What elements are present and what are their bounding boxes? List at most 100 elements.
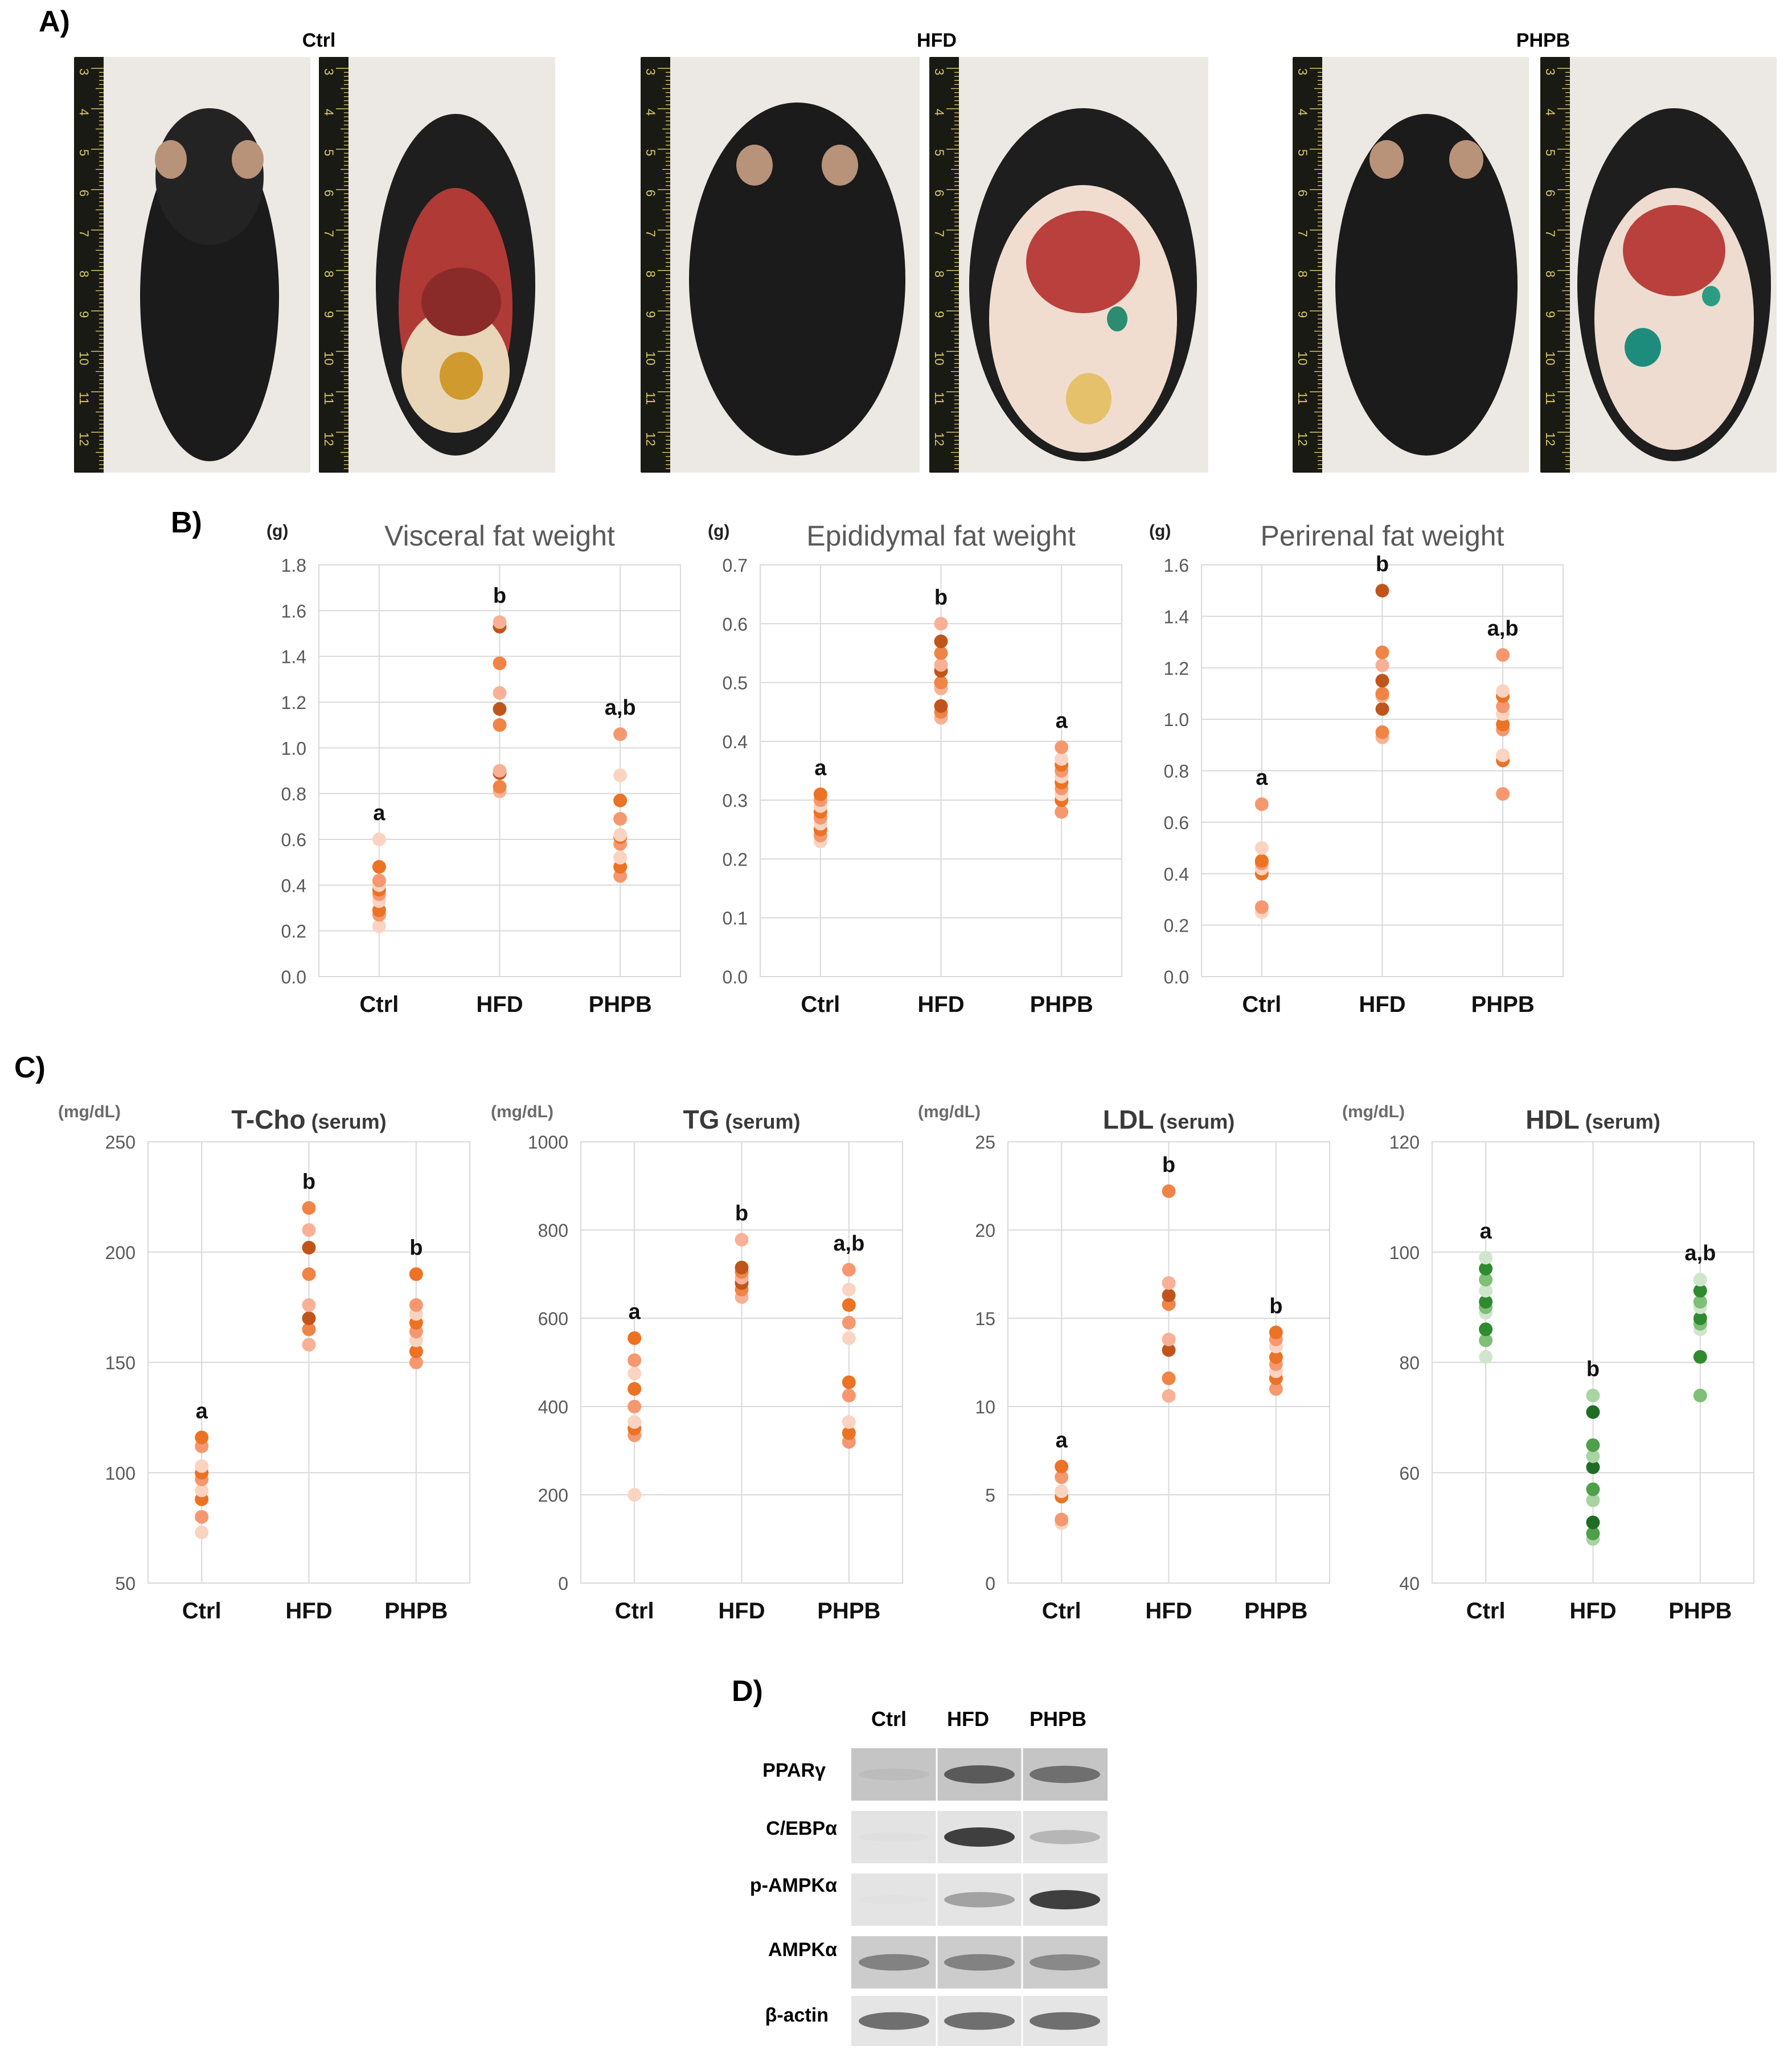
wb-label-p-ampk-alpha: p-AMPKα (749, 1875, 837, 1896)
y-tick-label: 0.4 (281, 875, 306, 896)
ruler-number: 4 (322, 109, 336, 116)
data-point (302, 1338, 316, 1352)
ruler-number: 3 (322, 68, 336, 75)
data-point (628, 1415, 642, 1429)
ruler-number: 10 (77, 351, 91, 365)
data-point (1375, 686, 1389, 700)
y-tick-label: 400 (538, 1397, 568, 1417)
ruler-number: 5 (643, 149, 658, 156)
ruler-number: 5 (1295, 149, 1310, 156)
data-point (842, 1262, 856, 1277)
data-point (302, 1201, 316, 1215)
chart-subtitle: (serum) (1585, 1110, 1660, 1133)
ruler-number: 10 (932, 351, 946, 365)
wb-label-ampk-alpha: AMPKα (768, 1939, 837, 1961)
y-tick-label: 0.3 (723, 790, 748, 811)
data-point (1586, 1515, 1600, 1530)
ruler-number: 11 (643, 392, 658, 405)
data-point (613, 827, 628, 842)
y-tick-label: 5 (985, 1485, 995, 1506)
chart-visceral-fat: Visceral fat weight (g) 0.0 0.2 0.4 0.6 0.8 1.0… (251, 513, 706, 1025)
ruler-number: 8 (77, 270, 91, 277)
x-tick-label: Ctrl (1242, 992, 1281, 1017)
y-tick-label: 0.4 (1164, 864, 1189, 884)
ruler-number: 7 (1543, 230, 1557, 237)
data-point (195, 1430, 209, 1445)
ruler: 3 4 5 6 7 8 9 10 11 12 (641, 57, 670, 473)
data-point (1254, 841, 1269, 855)
data-point (1375, 725, 1389, 739)
data-point (934, 658, 948, 672)
data-point (628, 1400, 642, 1413)
y-tick-label: 0.1 (723, 908, 748, 929)
data-point (1375, 584, 1389, 598)
data-point (493, 780, 507, 794)
data-point (842, 1298, 856, 1312)
y-tick-label: 150 (105, 1353, 136, 1374)
ruler-number: 12 (1543, 432, 1557, 446)
significance-letter: b (493, 584, 506, 608)
ruler-number: 8 (1543, 270, 1557, 277)
blot-band (944, 1954, 1015, 1971)
y-tick-label: 250 (105, 1132, 136, 1153)
wb-label-ppar-gamma: PPARγ (762, 1760, 826, 1781)
y-tick-label: 120 (1389, 1132, 1420, 1153)
chart-title: T-Cho (serum) (231, 1105, 386, 1134)
ruler-number: 9 (322, 311, 336, 318)
y-tick-label: 50 (115, 1573, 136, 1594)
chart-perirenal-fat: Perirenal fat weight (g) 0.0 0.2 0.4 0.6 0.8 1.… (1133, 513, 1589, 1025)
data-point (1693, 1388, 1707, 1403)
x-tick-label: HFD (285, 1598, 332, 1624)
y-tick-label: 1.4 (1164, 606, 1189, 627)
ruler-number: 3 (1295, 68, 1310, 75)
data-point (1479, 1294, 1493, 1309)
mouse-photo-hfd-dorsal: 3 4 5 6 7 8 9 10 11 12 (641, 57, 920, 473)
data-point (493, 656, 507, 670)
data-point (1254, 900, 1269, 914)
y-tick-label: 60 (1399, 1463, 1420, 1483)
significance-letter: a,b (605, 696, 636, 720)
data-point (1162, 1343, 1176, 1357)
panel-b-label: B) (171, 506, 202, 539)
ruler-number: 8 (1295, 270, 1310, 277)
y-tick-label: 15 (975, 1309, 995, 1329)
data-point (1479, 1350, 1493, 1364)
ruler-number: 11 (77, 392, 91, 405)
wb-header-phpb: PHPB (1030, 1707, 1087, 1731)
data-point (493, 702, 507, 716)
y-tick-label: 1.2 (281, 692, 306, 713)
data-point (1479, 1322, 1493, 1337)
y-tick-label: 0.8 (1164, 761, 1189, 782)
y-tick-label: 0.0 (723, 967, 748, 987)
ruler-number: 4 (1295, 109, 1310, 116)
data-point (842, 1282, 856, 1297)
significance-letter: a,b (833, 1232, 864, 1256)
data-point (195, 1525, 209, 1539)
data-point (1586, 1482, 1600, 1497)
significance-letter: a (1256, 766, 1268, 790)
panel-c-label: C) (14, 1051, 46, 1084)
data-point (1055, 1484, 1069, 1498)
x-tick-label: PHPB (1244, 1598, 1307, 1624)
data-point (302, 1322, 316, 1337)
y-tick-label: 0.5 (723, 673, 748, 694)
panel-a-label: A) (39, 5, 70, 38)
ruler-number: 7 (932, 230, 946, 237)
data-point (372, 833, 386, 846)
data-point (1055, 740, 1069, 755)
y-tick-label: 0.2 (281, 921, 306, 942)
data-point (302, 1298, 316, 1312)
x-tick-label: HFD (1359, 992, 1405, 1017)
ruler: 3 4 5 6 7 8 9 10 11 12 (319, 57, 348, 473)
significance-letter: b (1586, 1358, 1600, 1381)
data-point (409, 1355, 423, 1370)
ruler: 3 4 5 6 7 8 9 10 11 12 (929, 57, 959, 473)
data-point (1586, 1493, 1600, 1507)
y-tick-label: 100 (1389, 1243, 1420, 1263)
y-tick-label: 20 (975, 1220, 995, 1241)
ruler: 3 4 5 6 7 8 9 10 11 12 (74, 57, 104, 473)
y-tick-label: 0.6 (1164, 813, 1189, 833)
y-tick-label: 1.0 (1164, 710, 1189, 730)
y-tick-label: 80 (1399, 1353, 1420, 1374)
ruler-number: 10 (322, 351, 336, 365)
